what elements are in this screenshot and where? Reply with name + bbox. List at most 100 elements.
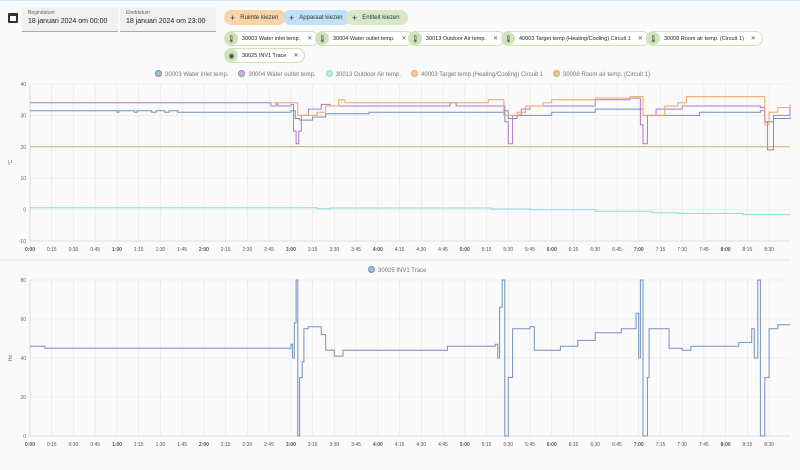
- x-tick-label: 2:00: [199, 247, 209, 253]
- entity-chip[interactable]: 🌡 30004 Water outlet temp. ✕: [315, 31, 414, 46]
- legend-label: 30025 INV1 Trace: [378, 268, 427, 274]
- remove-chip-icon[interactable]: ✕: [492, 36, 498, 42]
- x-tick-label: 6:15: [569, 247, 579, 253]
- series-line: [30, 97, 791, 151]
- x-tick-label: 3:15: [308, 247, 318, 253]
- remove-chip-icon[interactable]: ✕: [637, 36, 643, 42]
- legend-label: 30004 Water outlet temp.: [248, 72, 316, 78]
- remove-chip-icon[interactable]: ✕: [293, 53, 299, 59]
- plus-icon: +: [230, 12, 236, 23]
- x-tick-label: 0:00: [25, 442, 35, 448]
- legend-item[interactable]: 30025 INV1 Trace: [368, 266, 426, 274]
- x-tick-label: 1:30: [156, 247, 166, 253]
- chart2-legend: 30025 INV1 Trace: [368, 266, 426, 274]
- x-tick-label: 8:15: [743, 442, 753, 448]
- x-tick-label: 0:30: [69, 442, 79, 448]
- choose-device-button[interactable]: + Apparaat kiezen: [283, 10, 351, 25]
- x-tick-label: 0:15: [47, 442, 57, 448]
- x-tick-label: 1:15: [134, 442, 144, 448]
- x-tick-label: 4:45: [438, 247, 448, 253]
- chip-label: 30003 Water inlet temp.: [242, 35, 301, 42]
- calendar-icon[interactable]: [8, 13, 18, 23]
- legend-label: 30003 Water inlet temp.: [165, 72, 229, 78]
- x-tick-label: 0:45: [90, 442, 100, 448]
- start-date-value: 18 januari 2024 om 00:00: [28, 18, 108, 25]
- x-tick-label: 7:00: [634, 247, 644, 253]
- remove-chip-icon[interactable]: ✕: [307, 36, 313, 42]
- x-tick-label: 1:00: [112, 442, 122, 448]
- remove-chip-icon[interactable]: ✕: [750, 36, 756, 42]
- y-tick-label: -10: [19, 239, 26, 245]
- start-date-label: Begindatum: [28, 10, 55, 16]
- x-tick-label: 5:45: [525, 442, 535, 448]
- entity-chip[interactable]: 🌡 30003 Water inlet temp. ✕: [224, 31, 320, 46]
- x-tick-label: 3:30: [329, 442, 339, 448]
- chip-label: 30004 Water outlet temp.: [333, 35, 395, 42]
- x-tick-label: 3:45: [351, 247, 361, 253]
- x-tick-label: 0:15: [47, 247, 57, 253]
- x-tick-label: 8:00: [721, 442, 731, 448]
- x-tick-label: 4:45: [438, 442, 448, 448]
- x-tick-label: 6:00: [547, 247, 557, 253]
- y-tick-label: 10: [20, 176, 26, 182]
- inverter-chart: 0:00 0:15 0:30 0:45 1:00 1:15 1:30 1:45 2:00 2:15…: [8, 278, 790, 448]
- x-tick-label: 0:00: [25, 247, 35, 253]
- plus-icon: +: [289, 12, 295, 23]
- x-tick-label: 5:00: [460, 442, 470, 448]
- legend-item[interactable]: 30013 Outdoor Air temp.: [325, 70, 402, 78]
- y-tick-label: 60: [20, 317, 26, 323]
- y-axis-label: °C: [8, 159, 14, 165]
- thermometer-icon: 🌡: [225, 32, 238, 45]
- x-tick-label: 2:45: [264, 247, 274, 253]
- legend-item[interactable]: 40003 Target temp (Heating/Cooling) Circ…: [411, 70, 543, 78]
- x-tick-label: 6:30: [590, 247, 600, 253]
- legend-label: 30008 Room air temp. (Circuit 1): [562, 72, 651, 78]
- series-line: [30, 279, 790, 437]
- y-tick-label: 0: [23, 434, 26, 440]
- chip-label: 30013 Outdoor Air temp.: [426, 35, 486, 42]
- entity-chip[interactable]: 🌡 30013 Outdoor Air temp. ✕: [408, 31, 505, 46]
- x-tick-label: 5:30: [503, 247, 513, 253]
- chart1-legend: 30003 Water inlet temp. 30004 Water outl…: [155, 70, 650, 78]
- legend-item[interactable]: 30004 Water outlet temp.: [238, 70, 316, 78]
- x-tick-label: 5:15: [482, 442, 492, 448]
- x-tick-label: 4:30: [416, 247, 426, 253]
- x-tick-label: 4:00: [373, 247, 383, 253]
- choose-entity-button[interactable]: + Entiteit kiezen: [346, 10, 408, 25]
- x-tick-label: 4:00: [373, 442, 383, 448]
- x-tick-label: 2:30: [243, 442, 253, 448]
- x-tick-label: 8:15: [743, 247, 753, 253]
- x-tick-label: 2:15: [221, 247, 231, 253]
- y-tick-label: 20: [20, 145, 26, 151]
- y-tick-label: 40: [20, 82, 26, 88]
- x-tick-label: 4:30: [416, 442, 426, 448]
- x-tick-label: 2:15: [221, 442, 231, 448]
- plus-icon: +: [352, 12, 358, 23]
- x-tick-label: 1:30: [156, 442, 166, 448]
- entity-chip[interactable]: ◉ 30025 INV1 Trace ✕: [224, 48, 306, 63]
- end-date-field[interactable]: Einddatum 18 januari 2024 om 23:00: [120, 7, 216, 32]
- legend-item[interactable]: 30008 Room air temp. (Circuit 1): [552, 70, 651, 78]
- x-tick-label: 7:45: [699, 247, 709, 253]
- x-tick-label: 8:30: [764, 247, 774, 253]
- x-tick-label: 7:15: [656, 247, 666, 253]
- legend-label: 40003 Target temp (Heating/Cooling) Circ…: [421, 72, 543, 78]
- legend-label: 30013 Outdoor Air temp.: [335, 72, 402, 78]
- thermometer-icon: 🌡: [502, 32, 515, 45]
- legend-item[interactable]: 30003 Water inlet temp.: [155, 70, 228, 78]
- entity-chip[interactable]: 🌡 30008 Room air temp. (Circuit 1) ✕: [646, 31, 763, 46]
- start-date-field[interactable]: Begindatum 18 januari 2024 om 00:00: [22, 7, 118, 32]
- x-tick-label: 7:00: [634, 442, 644, 448]
- x-tick-label: 2:45: [264, 442, 274, 448]
- choose-area-button[interactable]: + Ruimte kiezen: [224, 10, 287, 25]
- entity-chip[interactable]: 🌡 40003 Target temp (Heating/Cooling) Cir…: [501, 31, 650, 46]
- x-tick-label: 5:30: [503, 442, 513, 448]
- remove-chip-icon[interactable]: ✕: [401, 36, 407, 42]
- x-tick-label: 1:45: [177, 247, 187, 253]
- x-tick-label: 2:30: [243, 247, 253, 253]
- x-tick-label: 7:30: [677, 442, 687, 448]
- x-tick-label: 0:45: [90, 247, 100, 253]
- x-tick-label: 3:45: [351, 442, 361, 448]
- y-tick-label: 80: [20, 278, 26, 284]
- x-tick-label: 8:30: [764, 442, 774, 448]
